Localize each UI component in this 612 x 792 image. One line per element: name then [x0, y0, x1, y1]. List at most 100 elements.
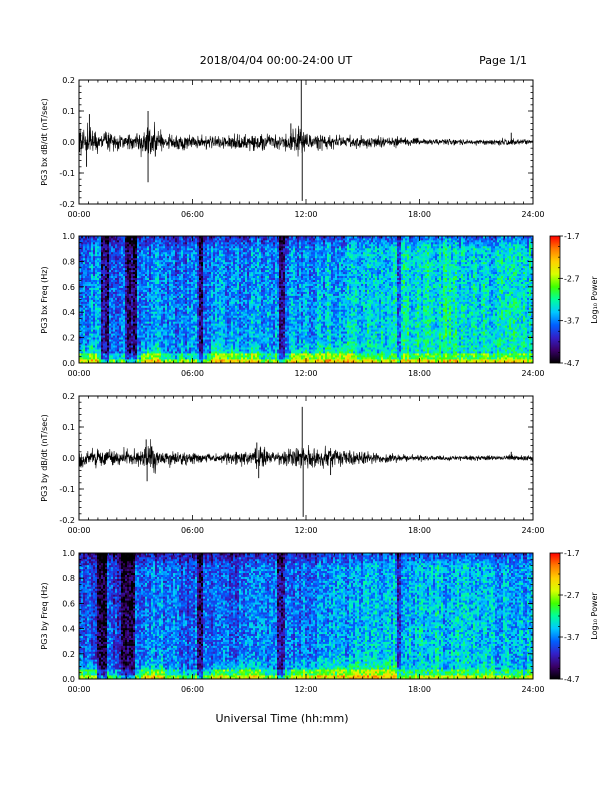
bx-spectrogram-cell	[101, 335, 103, 337]
bx-spectrogram-cell	[107, 339, 109, 341]
bx-spectrogram-cell	[107, 262, 109, 264]
bx-spectrogram-cell	[83, 280, 85, 282]
bx-spectrogram-cell	[107, 321, 109, 323]
bx-spectrogram-cell	[107, 335, 109, 337]
bx-spectrogram-cell	[91, 321, 93, 323]
bx-spectrogram-cell	[101, 303, 103, 305]
bx-spectrogram-cell	[107, 303, 109, 305]
bx-spectrogram-cell	[95, 315, 97, 317]
bx-spectrogram-cell	[85, 347, 87, 349]
bx-spectrogram-cell	[89, 347, 91, 349]
bx-spectrogram-cell	[89, 335, 91, 337]
bx-spectrogram-cell	[87, 329, 89, 331]
bx-spectrogram-cell	[87, 321, 89, 323]
bx-spectrogram-cell	[81, 321, 83, 323]
bx-spectrogram-cell	[95, 353, 97, 355]
bx-spectrogram-cell	[97, 343, 99, 345]
bx-spectrogram-cell	[97, 321, 99, 323]
bx-spectrogram-cell	[89, 315, 91, 317]
bx-spectrogram-cell	[107, 347, 109, 349]
bx-spectrogram-cell	[105, 248, 107, 250]
bx-spectrogram-cell	[95, 335, 97, 337]
bx-spectrogram-cell	[99, 303, 101, 305]
bx-spectrogram-cell	[81, 290, 83, 292]
bx-spectrogram-cell	[107, 307, 109, 309]
bx-spectrogram-cell	[95, 307, 97, 309]
bx-spectrogram-cell	[83, 294, 85, 296]
bx-spectrogram-cell	[99, 298, 101, 300]
bx-spectrogram-cell	[105, 276, 107, 278]
bx-spectrogram-cell	[97, 347, 99, 349]
bx-spectrogram-cell	[95, 272, 97, 274]
bx-spectrogram-cell	[93, 252, 95, 254]
bx-spectrogram-cell	[85, 307, 87, 309]
bx-spectrogram-cell	[93, 298, 95, 300]
bx-spectrogram-cell	[105, 252, 107, 254]
bx-spectrogram-cell	[93, 321, 95, 323]
bx-spectrogram-cell	[89, 357, 91, 359]
bx-spectrogram-cell	[93, 343, 95, 345]
bx-spectrogram-cell	[105, 262, 107, 264]
bx-spectrogram-cell	[87, 276, 89, 278]
bx-spectrogram-cell	[85, 290, 87, 292]
bx-spectrogram-cell	[95, 290, 97, 292]
bx-spectrogram-cell	[89, 284, 91, 286]
bx-spectrogram-cell	[95, 347, 97, 349]
bx-spectrogram-cell	[97, 315, 99, 317]
bx-spectrogram-cell	[107, 343, 109, 345]
bx-spectrogram-cell	[87, 290, 89, 292]
bx-spectrogram-cell	[99, 307, 101, 309]
bx-spectrogram-cell	[101, 347, 103, 349]
bx-spectrogram-cell	[83, 290, 85, 292]
bx-spectrogram-cell	[93, 258, 95, 260]
bx-spectrogram-cell	[109, 311, 111, 313]
bx-spectrogram-cell	[95, 276, 97, 278]
bx-spectrogram-cell	[103, 272, 105, 274]
bx-spectrogram-cell	[83, 325, 85, 327]
bx-spectrogram-cell	[81, 262, 83, 264]
bx-spectrogram-cell	[83, 353, 85, 355]
bx-dbdt-y-tick-label: 0.0	[62, 138, 75, 147]
bx-spectrogram-cell	[85, 248, 87, 250]
bx-spectrogram-cell	[105, 335, 107, 337]
bx-spectrogram-cell	[81, 347, 83, 349]
panel-bx-dbdt: 00:00 06:00 12:00 18:00 24:00-0.2-0.10.00.10…	[40, 76, 545, 219]
bx-spectrogram-cell	[97, 298, 99, 300]
bx-spectrogram-cell	[93, 266, 95, 268]
bx-spectrogram-cell	[107, 357, 109, 359]
bx-dbdt-y-tick-label: -0.1	[59, 169, 75, 178]
bx-spectrogram-cell	[89, 343, 91, 345]
bx-spectrogram-cell	[105, 303, 107, 305]
bx-spectrogram-cell	[103, 321, 105, 323]
bx-spectrogram-cell	[103, 262, 105, 264]
bx-spectrogram-cell	[87, 294, 89, 296]
bx-spectrogram-cell	[103, 294, 105, 296]
bx-spectrogram-cell	[97, 303, 99, 305]
bx-spectrogram-cell	[89, 280, 91, 282]
bx-spectrogram-cell	[105, 307, 107, 309]
bx-spectrogram-cell	[83, 244, 85, 246]
bx-spectrogram-cell	[85, 280, 87, 282]
bx-spectrogram-cell	[95, 298, 97, 300]
bx-spectrogram-cell	[103, 276, 105, 278]
bx-spectrogram-cell	[85, 284, 87, 286]
bx-spectrogram-cell	[105, 244, 107, 246]
bx-spectrogram-cell	[81, 284, 83, 286]
bx-spectrogram-cell	[91, 272, 93, 274]
bx-spectrogram-cell	[109, 347, 111, 349]
bx-spectrogram-cell	[91, 307, 93, 309]
bx-spectrogram-cell	[103, 307, 105, 309]
bx-spectrogram-cell	[105, 321, 107, 323]
bx-spectrogram-cell	[93, 329, 95, 331]
bx-spectrogram-cell	[81, 307, 83, 309]
bx-spectrogram-cell	[89, 325, 91, 327]
bx-spectrogram-cell	[97, 284, 99, 286]
bx-spectrogram-cell	[103, 335, 105, 337]
bx-spectrogram-cell	[97, 248, 99, 250]
bx-spectrogram-cell	[85, 252, 87, 254]
bx-spectrogram-cell	[91, 329, 93, 331]
bx-spectrogram-cell	[85, 276, 87, 278]
bx-spectrogram-cell	[83, 298, 85, 300]
bx-spectrogram-cell	[95, 244, 97, 246]
bx-spectrogram-cell	[87, 311, 89, 313]
